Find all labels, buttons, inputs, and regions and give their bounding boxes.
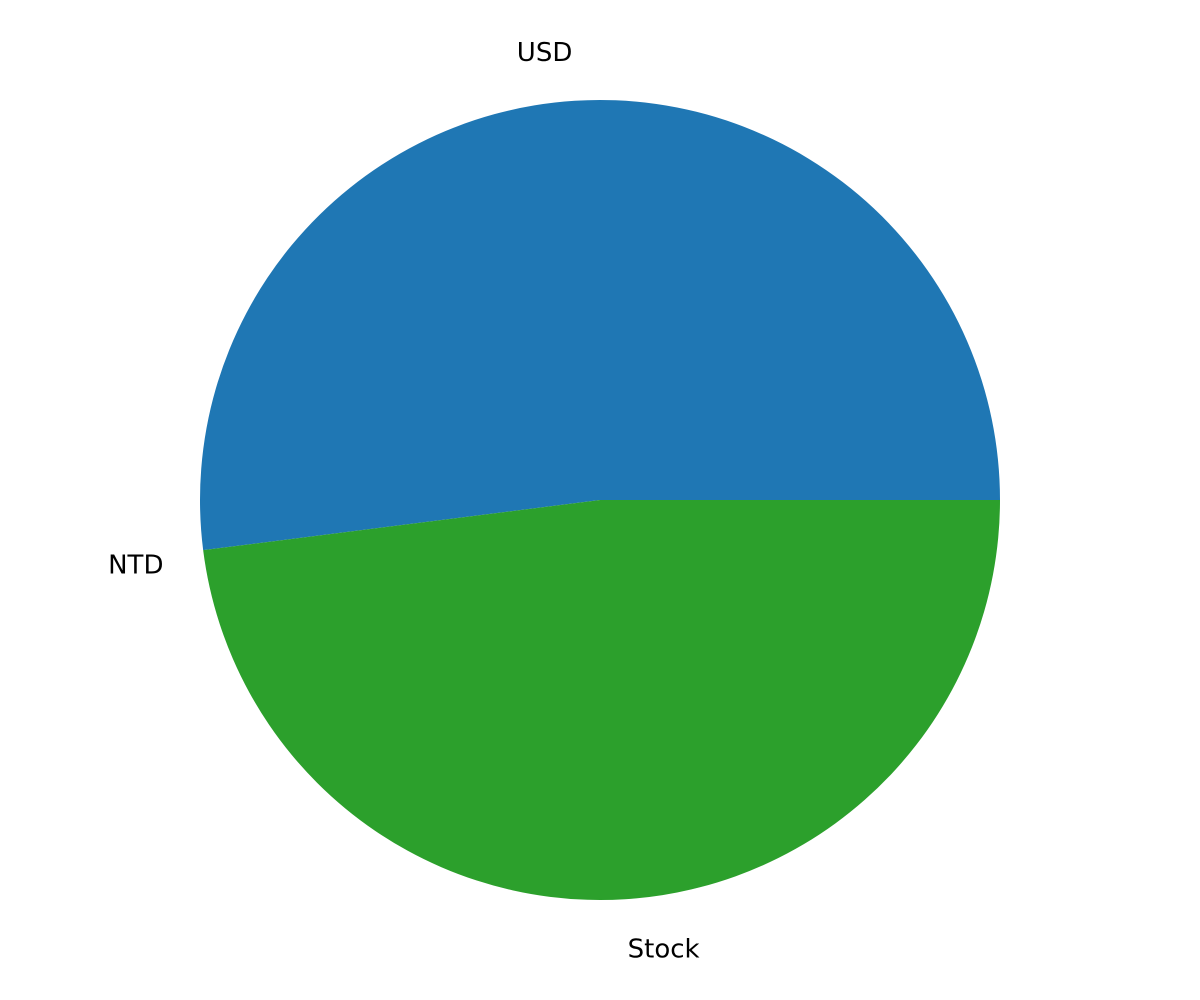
- pie-label-ntd: NTD: [108, 551, 163, 581]
- pie-slices: [200, 100, 1000, 901]
- pie-labels: USD NTD Stock: [108, 38, 699, 965]
- pie-slice-stock: [203, 500, 1000, 901]
- pie-label-stock: Stock: [628, 935, 700, 965]
- pie-label-usd: USD: [517, 38, 573, 68]
- pie-slice-usd: [200, 100, 1000, 551]
